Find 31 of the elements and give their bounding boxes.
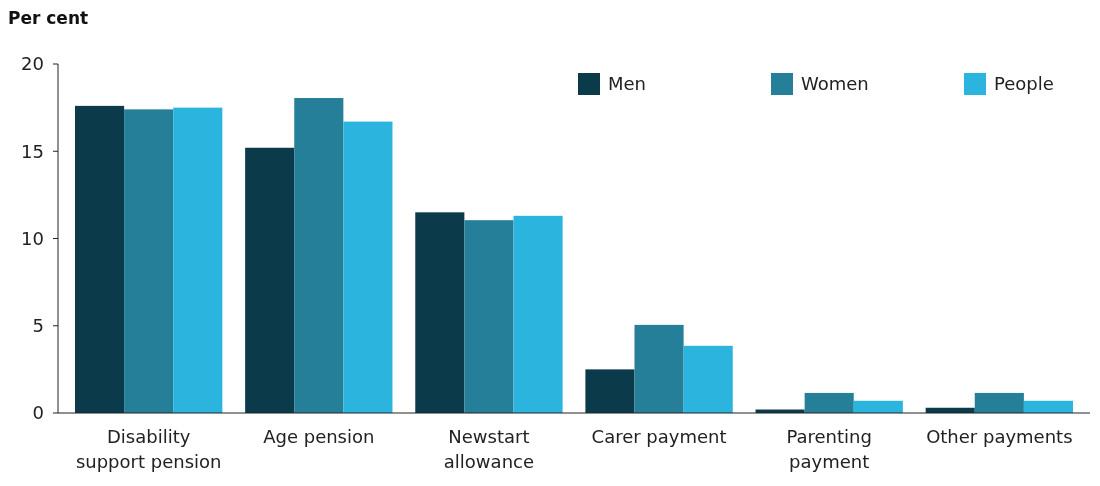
bar [513,215,563,413]
x-tick-label: Age pension [263,426,375,447]
legend-label: People [994,73,1054,95]
bar [75,105,125,413]
x-tick-label: Parenting payment [786,426,872,472]
bar [634,324,684,413]
x-tick-label: Newstart allowance [443,426,535,472]
legend-label: Women [801,73,869,95]
bar [974,392,1024,413]
bar [245,147,295,413]
y-axis-title: Per cent [8,8,89,28]
y-tick-label: 15 [21,140,44,162]
bar [683,345,733,413]
bar [343,121,393,413]
bar [173,107,223,413]
x-tick-label: Disability support pension [75,426,222,472]
bar [1023,400,1073,413]
bar [294,98,344,413]
bar [464,220,514,413]
x-tick-label: Carer payment [591,426,727,447]
bar [585,369,635,413]
y-tick-label: 0 [32,402,44,424]
y-tick-label: 10 [21,227,44,249]
bar [853,400,903,413]
bar [804,392,854,413]
y-tick-label: 5 [32,315,44,337]
y-tick-label: 20 [21,53,44,75]
legend-label: Men [608,73,647,95]
bar [415,212,465,413]
x-tick-label: Other payments [926,426,1073,447]
bar [124,109,174,413]
